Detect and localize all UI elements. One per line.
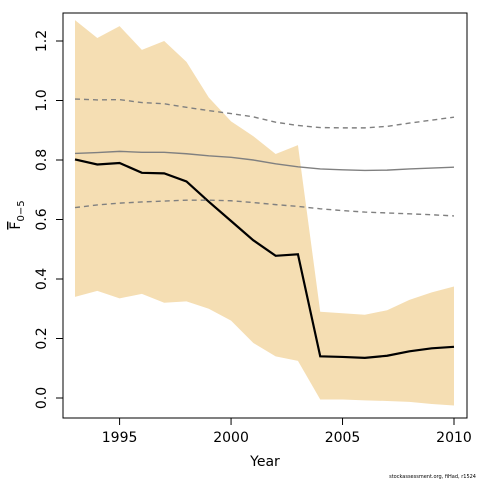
series-line-median xyxy=(74,150,455,172)
y-tick-label: 0.2 xyxy=(34,327,50,349)
series-lines-layer xyxy=(74,98,455,359)
svg-text:F0−5: F0−5 xyxy=(8,200,27,229)
x-tick-label: 1995 xyxy=(102,430,138,446)
plot-frame xyxy=(62,12,468,419)
y-axis-title-main: F xyxy=(8,222,24,230)
series-line-estimate xyxy=(74,158,455,359)
credit-text: stockassessment.org, fiHad, r1524 xyxy=(389,474,476,480)
x-tick-label: 2005 xyxy=(325,430,361,446)
y-tick-label: 0.6 xyxy=(34,208,50,230)
axes-layer: 1995 2000 2005 2010 0.0 0.2 0.4 0.6 0.8 1.0 1.2 xyxy=(34,30,472,446)
confidence-band xyxy=(75,20,454,406)
y-tick-label: 0.4 xyxy=(34,268,50,290)
series-line-upper-dashed xyxy=(74,98,455,129)
y-tick-label: 0.0 xyxy=(34,387,50,409)
y-tick-label: 1.2 xyxy=(34,30,50,52)
x-axis-title: Year xyxy=(249,454,280,470)
y-tick-label: 1.0 xyxy=(34,89,50,111)
y-tick-label: 0.8 xyxy=(34,149,50,171)
x-tick-label: 2010 xyxy=(436,430,472,446)
y-axis-title: F0−5 xyxy=(8,200,27,229)
x-tick-label: 2000 xyxy=(213,430,249,446)
confidence-band-layer xyxy=(75,20,454,406)
y-axis-title-subscript: 0−5 xyxy=(16,200,27,221)
series-line-lower-dashed xyxy=(74,199,455,217)
